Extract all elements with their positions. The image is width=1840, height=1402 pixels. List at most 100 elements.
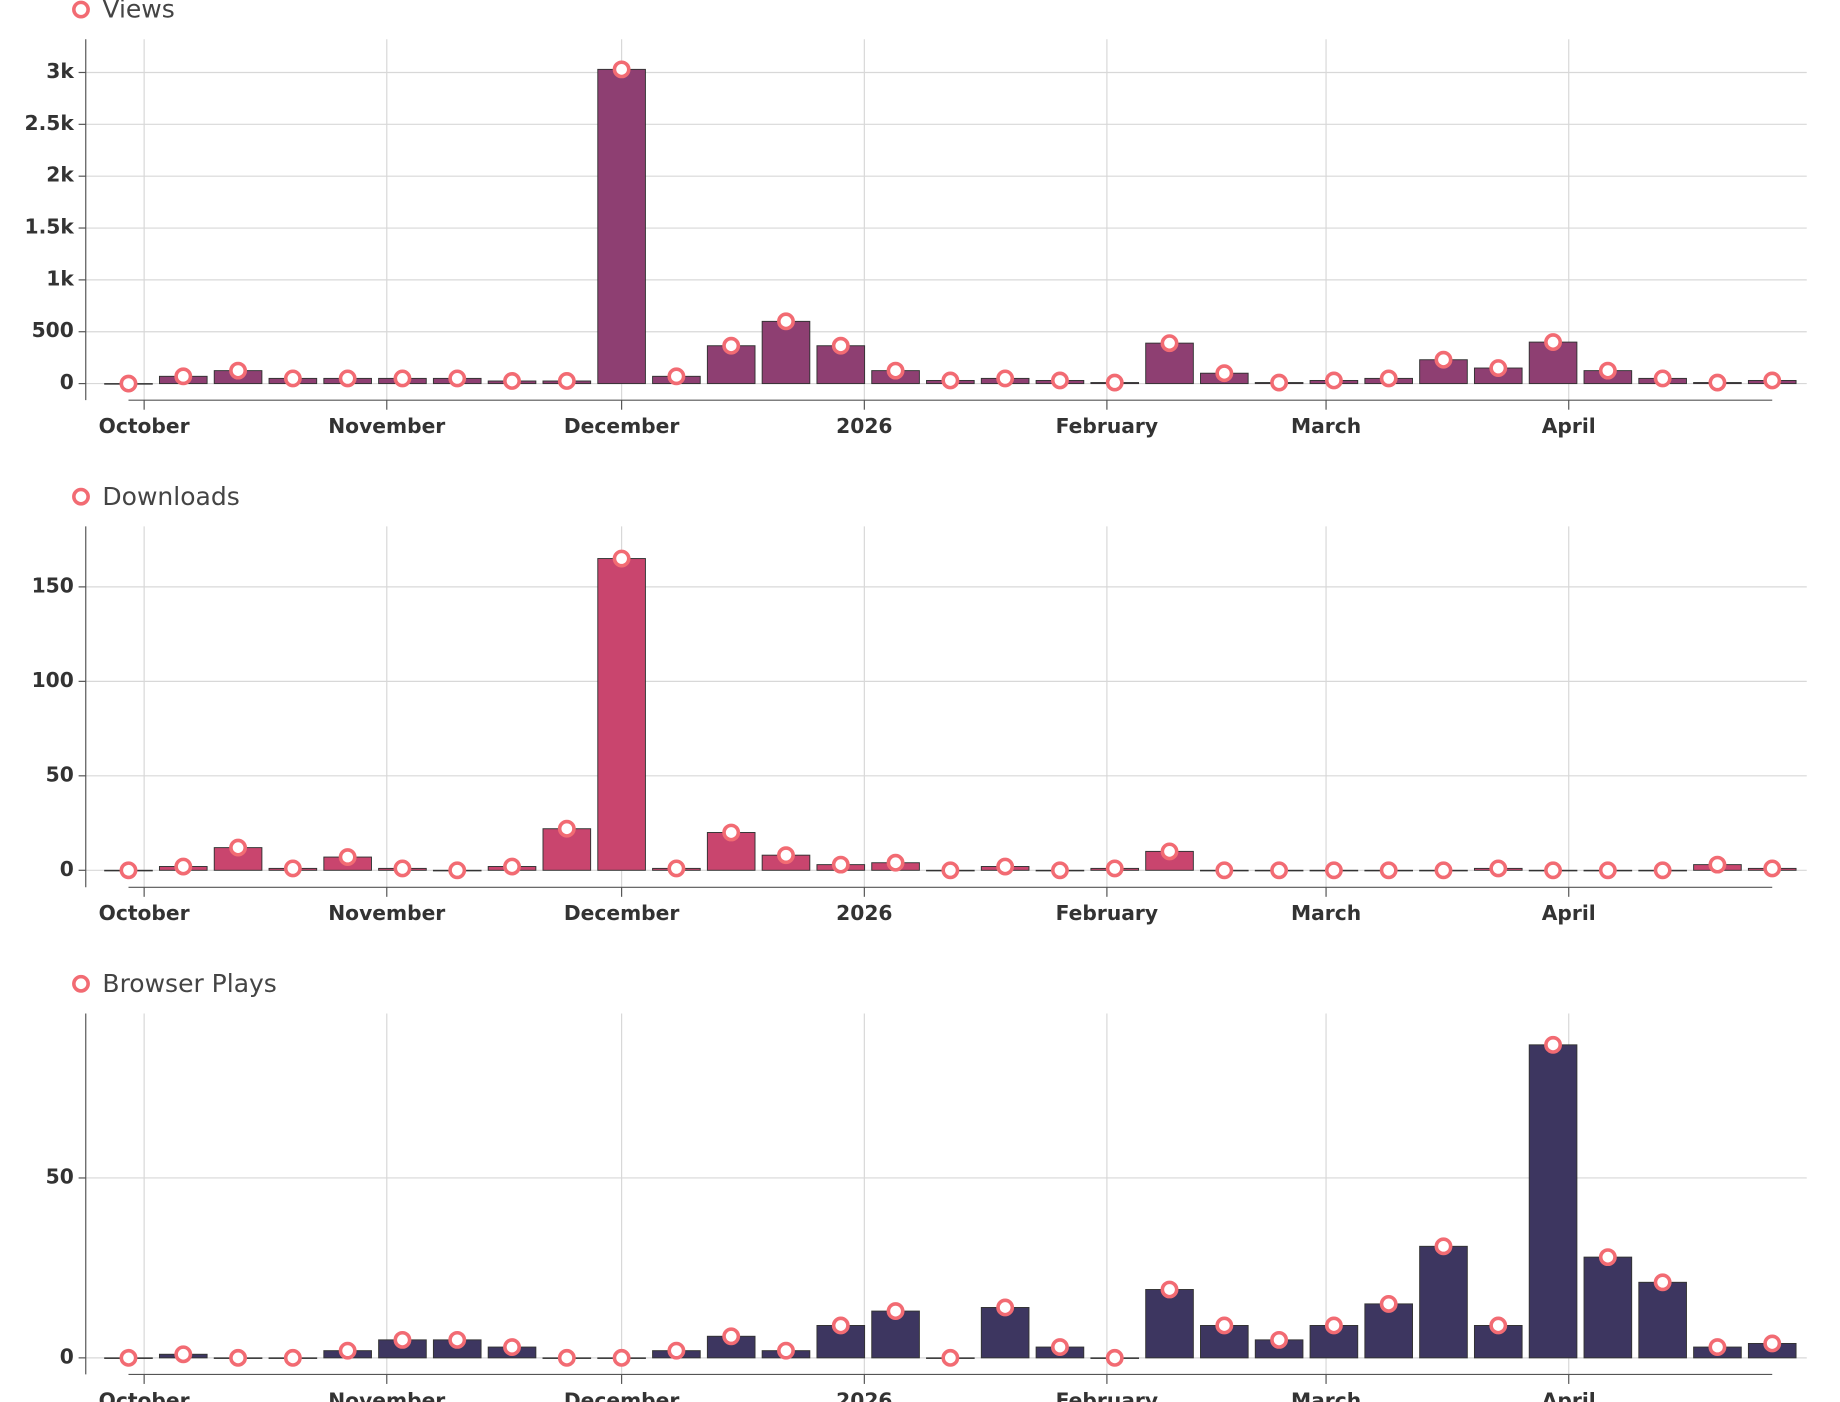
total-marker bbox=[338, 1341, 357, 1360]
total-marker bbox=[1434, 861, 1453, 880]
total-marker bbox=[393, 1330, 412, 1349]
bar bbox=[1583, 1256, 1633, 1359]
x-tick-label: November bbox=[328, 414, 445, 438]
total-marker bbox=[777, 312, 795, 331]
x-tick-label: February bbox=[1056, 1388, 1158, 1402]
total-marker bbox=[119, 1348, 138, 1367]
total-marker bbox=[119, 374, 138, 393]
total-marker bbox=[1708, 855, 1727, 874]
total-marker bbox=[229, 838, 248, 857]
x-tick-label: 2026 bbox=[836, 1388, 892, 1402]
total-marker bbox=[1763, 1334, 1782, 1353]
total-marker bbox=[393, 859, 412, 878]
legend-label: Views bbox=[102, 0, 174, 24]
total-marker bbox=[557, 1348, 576, 1367]
total-marker bbox=[119, 861, 138, 880]
total-marker bbox=[1598, 361, 1617, 380]
bar bbox=[1364, 1303, 1413, 1359]
total-marker bbox=[448, 1330, 467, 1349]
x-tick-label: December bbox=[564, 414, 680, 438]
bar bbox=[1145, 1289, 1194, 1359]
total-marker bbox=[393, 369, 412, 388]
total-marker bbox=[448, 369, 467, 388]
x-tick-label: March bbox=[1291, 414, 1361, 438]
total-marker bbox=[831, 1316, 850, 1335]
x-tick-label: April bbox=[1542, 1388, 1596, 1402]
total-marker bbox=[886, 1302, 905, 1321]
total-marker bbox=[1270, 373, 1289, 392]
x-tick-label: October bbox=[99, 414, 190, 438]
y-tick-label: 50 bbox=[46, 1164, 74, 1188]
x-tick-label: 2026 bbox=[836, 901, 892, 925]
bar bbox=[1528, 1044, 1578, 1359]
total-marker bbox=[283, 1348, 302, 1367]
total-marker bbox=[448, 861, 467, 880]
total-marker bbox=[1653, 1273, 1672, 1292]
total-marker bbox=[777, 1341, 795, 1360]
total-marker bbox=[1379, 861, 1398, 880]
total-marker bbox=[722, 1327, 741, 1346]
total-marker bbox=[229, 1348, 248, 1367]
total-marker bbox=[1379, 369, 1398, 388]
total-marker bbox=[1324, 1316, 1343, 1335]
total-marker bbox=[503, 857, 521, 876]
total-marker bbox=[1434, 350, 1453, 369]
total-marker bbox=[1653, 369, 1672, 388]
x-tick-label: April bbox=[1542, 414, 1596, 438]
chart: 0 50 October November December 2026 February Ma… bbox=[46, 969, 1807, 1402]
x-tick-label: March bbox=[1291, 1388, 1361, 1402]
total-marker bbox=[667, 859, 686, 878]
total-marker bbox=[229, 361, 248, 380]
bar bbox=[761, 320, 811, 385]
total-marker bbox=[1544, 333, 1562, 352]
bar bbox=[706, 832, 756, 871]
total-marker bbox=[338, 848, 357, 866]
total-marker bbox=[1160, 334, 1179, 353]
total-marker bbox=[831, 336, 850, 355]
total-marker bbox=[1489, 359, 1508, 377]
x-tick-label: October bbox=[99, 901, 190, 925]
total-marker bbox=[722, 823, 741, 842]
bar bbox=[1638, 1281, 1687, 1359]
y-tick-label: 3k bbox=[46, 59, 74, 83]
total-marker bbox=[1324, 371, 1343, 390]
x-tick-label: April bbox=[1542, 901, 1596, 925]
legend-label: Downloads bbox=[102, 482, 239, 511]
legend-marker bbox=[72, 974, 90, 993]
bar bbox=[597, 68, 646, 385]
total-marker bbox=[1105, 373, 1124, 392]
bar bbox=[597, 558, 646, 871]
total-marker bbox=[941, 861, 960, 880]
total-marker bbox=[1544, 1035, 1562, 1054]
total-marker bbox=[612, 549, 631, 568]
total-marker bbox=[1598, 1248, 1617, 1267]
y-tick-label: 2.5k bbox=[25, 111, 75, 135]
total-marker bbox=[557, 819, 576, 838]
y-tick-label: 2k bbox=[46, 163, 74, 187]
total-marker bbox=[1270, 1330, 1289, 1349]
total-marker bbox=[283, 859, 302, 878]
total-marker bbox=[941, 371, 960, 390]
x-tick-label: February bbox=[1056, 414, 1158, 438]
total-marker bbox=[1544, 861, 1562, 880]
total-marker bbox=[1160, 842, 1179, 861]
chart: 0 500 1k 1.5k 2k 2.5k 3k October November Decembe… bbox=[25, 0, 1807, 438]
y-tick-label: 1.5k bbox=[25, 215, 75, 239]
total-marker bbox=[1270, 861, 1289, 880]
x-tick-label: November bbox=[328, 1388, 445, 1402]
x-tick-label: March bbox=[1291, 901, 1361, 925]
total-marker bbox=[612, 60, 631, 79]
total-marker bbox=[1051, 1338, 1069, 1357]
y-tick-label: 1k bbox=[46, 266, 74, 290]
total-marker bbox=[1105, 859, 1124, 878]
total-marker bbox=[174, 367, 193, 386]
total-marker bbox=[1598, 861, 1617, 880]
total-marker bbox=[667, 1341, 686, 1360]
bar bbox=[1419, 1245, 1468, 1359]
x-tick-label: October bbox=[99, 1388, 190, 1402]
x-tick-label: December bbox=[564, 1388, 680, 1402]
total-marker bbox=[1379, 1294, 1398, 1313]
total-marker bbox=[1215, 861, 1234, 880]
total-marker bbox=[886, 853, 905, 872]
